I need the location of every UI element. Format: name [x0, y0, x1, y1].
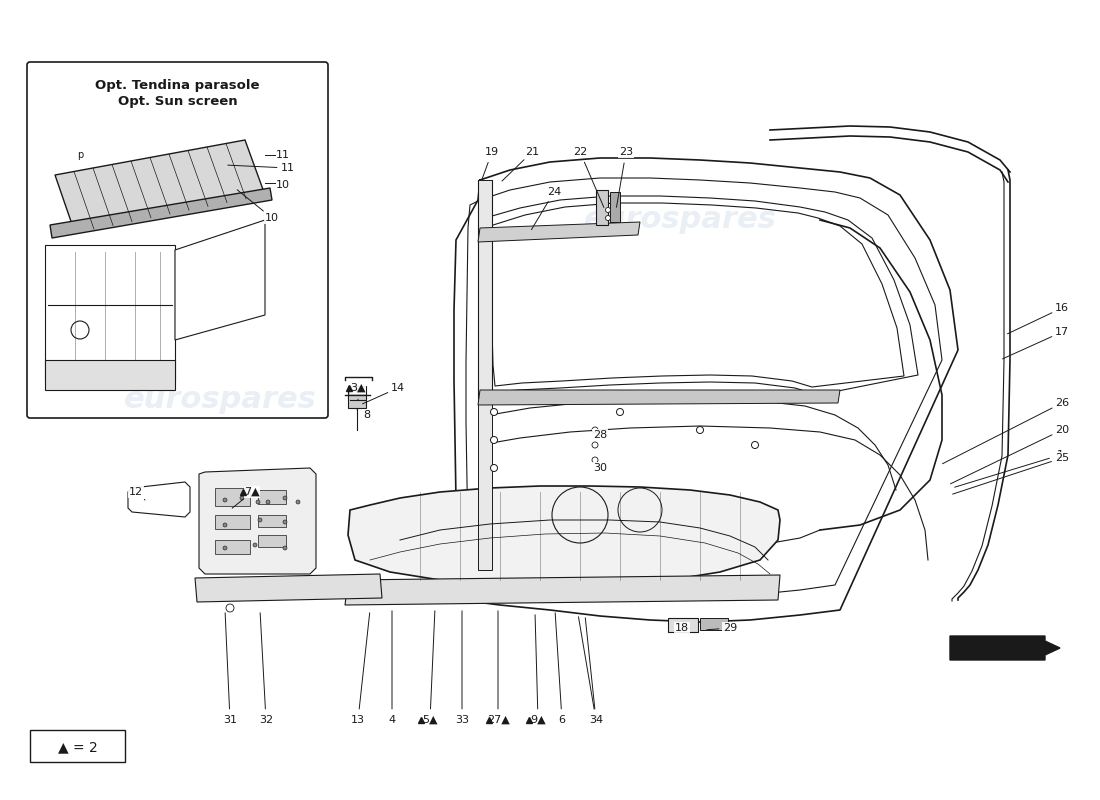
- Bar: [668, 618, 698, 632]
- FancyBboxPatch shape: [28, 62, 328, 418]
- Polygon shape: [478, 390, 840, 405]
- Text: 12: 12: [129, 487, 143, 497]
- Bar: [258, 490, 286, 504]
- Circle shape: [605, 215, 610, 221]
- Text: 4: 4: [388, 715, 396, 725]
- Text: eurospares: eurospares: [584, 506, 777, 534]
- Text: 21: 21: [525, 147, 539, 157]
- Circle shape: [283, 546, 287, 550]
- Circle shape: [491, 437, 497, 443]
- Circle shape: [592, 427, 598, 433]
- Text: 34: 34: [588, 715, 603, 725]
- Circle shape: [226, 604, 234, 612]
- Text: 5▲: 5▲: [422, 715, 438, 725]
- Bar: [214, 540, 250, 554]
- Text: 30: 30: [593, 463, 607, 473]
- Bar: [348, 386, 366, 408]
- Text: 20: 20: [1055, 425, 1069, 435]
- Text: 26: 26: [1055, 398, 1069, 408]
- Bar: [214, 515, 250, 529]
- Circle shape: [696, 426, 704, 434]
- Circle shape: [223, 523, 227, 527]
- Circle shape: [223, 546, 227, 550]
- Circle shape: [616, 409, 624, 415]
- Polygon shape: [195, 574, 382, 602]
- Circle shape: [253, 543, 257, 547]
- Bar: [596, 190, 608, 225]
- Circle shape: [592, 442, 598, 448]
- Text: Opt. Sun screen: Opt. Sun screen: [118, 95, 238, 108]
- Text: 11: 11: [280, 163, 295, 173]
- Circle shape: [296, 500, 300, 504]
- Bar: [214, 488, 250, 506]
- Circle shape: [592, 457, 598, 463]
- Text: 7▲: 7▲: [244, 487, 260, 497]
- Polygon shape: [55, 140, 265, 233]
- Text: eurospares: eurospares: [584, 206, 777, 234]
- Polygon shape: [345, 575, 780, 605]
- Polygon shape: [950, 636, 1060, 660]
- Text: eurospares: eurospares: [123, 386, 317, 414]
- Circle shape: [283, 520, 287, 524]
- Circle shape: [491, 465, 497, 471]
- Text: 24: 24: [547, 187, 561, 197]
- Text: 31: 31: [223, 715, 236, 725]
- Text: 29: 29: [723, 623, 737, 633]
- Bar: [30, 730, 125, 762]
- Text: 32: 32: [258, 715, 273, 725]
- Text: 11: 11: [276, 150, 290, 160]
- Bar: [610, 192, 620, 222]
- Text: 10: 10: [265, 213, 279, 223]
- Circle shape: [283, 496, 287, 500]
- Circle shape: [491, 409, 497, 415]
- Text: 15: 15: [588, 715, 603, 725]
- Text: 22: 22: [573, 147, 587, 157]
- Polygon shape: [45, 245, 175, 380]
- Text: 1: 1: [1056, 450, 1064, 460]
- Text: 33: 33: [455, 715, 469, 725]
- Polygon shape: [50, 188, 272, 238]
- Polygon shape: [348, 486, 780, 586]
- Text: 14: 14: [390, 383, 405, 393]
- Text: p: p: [77, 150, 84, 160]
- Polygon shape: [199, 468, 316, 574]
- Circle shape: [258, 518, 262, 522]
- Circle shape: [223, 498, 227, 502]
- Text: 9▲: 9▲: [530, 715, 546, 725]
- Text: 18: 18: [675, 623, 689, 633]
- Circle shape: [266, 500, 270, 504]
- Text: Opt. Tendina parasole: Opt. Tendina parasole: [96, 79, 260, 92]
- Text: 17: 17: [1055, 327, 1069, 337]
- Text: 16: 16: [1055, 303, 1069, 313]
- Text: 28: 28: [593, 430, 607, 440]
- Bar: [700, 618, 728, 630]
- Circle shape: [605, 207, 610, 213]
- Text: 27▲: 27▲: [486, 715, 509, 725]
- Text: ▲ = 2: ▲ = 2: [58, 740, 98, 754]
- Text: 3▲: 3▲: [350, 383, 365, 393]
- Polygon shape: [128, 482, 190, 517]
- Text: 10: 10: [276, 180, 290, 190]
- Polygon shape: [478, 222, 640, 242]
- Circle shape: [256, 500, 260, 504]
- Circle shape: [240, 496, 244, 500]
- Circle shape: [751, 442, 759, 449]
- Text: 6: 6: [559, 715, 565, 725]
- Polygon shape: [45, 360, 175, 390]
- Text: 19: 19: [485, 147, 499, 157]
- Polygon shape: [175, 220, 265, 340]
- Polygon shape: [478, 180, 492, 570]
- Text: 23: 23: [619, 147, 634, 157]
- Bar: [258, 515, 286, 527]
- Text: 25: 25: [1055, 453, 1069, 463]
- Text: 13: 13: [351, 715, 365, 725]
- Text: 8: 8: [363, 410, 371, 420]
- Bar: [258, 535, 286, 547]
